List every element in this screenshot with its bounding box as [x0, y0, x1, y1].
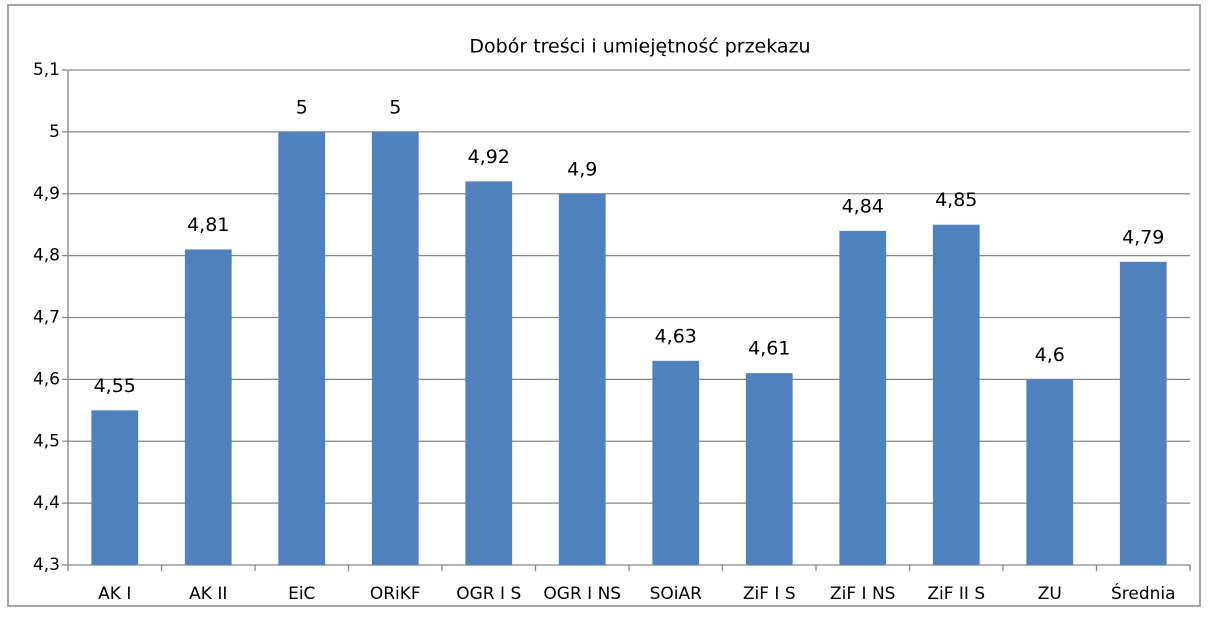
- bar: [839, 230, 887, 565]
- x-tick-label: ZiF I S: [743, 584, 796, 604]
- y-tick-label: 4,5: [33, 431, 60, 451]
- bar: [932, 224, 980, 565]
- bar: [278, 131, 326, 565]
- y-tick-label: 5,1: [33, 60, 60, 80]
- x-tick-label: AK I: [98, 584, 131, 604]
- bar: [1119, 261, 1167, 565]
- x-tick-label: EiC: [288, 584, 315, 604]
- bar: [745, 373, 793, 565]
- x-tick-label: AK II: [189, 584, 227, 604]
- y-tick-label: 4,6: [33, 369, 60, 389]
- y-tick-label: 5: [49, 122, 60, 142]
- data-label: 4,9: [567, 158, 597, 180]
- data-label: 4,79: [1122, 226, 1164, 248]
- data-label: 4,63: [655, 325, 697, 347]
- data-label: 5: [389, 96, 401, 118]
- bar: [558, 193, 606, 565]
- x-tick-label: OGR I S: [456, 584, 521, 604]
- chart-title: Dobór treści i umiejętność przekazu: [469, 36, 810, 58]
- data-label: 4,81: [187, 214, 229, 236]
- bar: [1026, 379, 1074, 565]
- y-tick-label: 4,4: [33, 493, 60, 513]
- x-tick-label: ZiF II S: [927, 584, 985, 604]
- y-tick-label: 4,7: [33, 308, 60, 328]
- y-tick-label: 4,9: [33, 184, 60, 204]
- x-tick-label: ORiKF: [370, 584, 421, 604]
- bar: [184, 249, 232, 565]
- bar: [652, 360, 700, 565]
- data-label: 4,55: [94, 375, 136, 397]
- y-tick-label: 4,3: [33, 555, 60, 575]
- data-label: 5: [296, 96, 308, 118]
- x-tick-label: OGR I NS: [543, 584, 621, 604]
- data-label: 4,84: [842, 195, 884, 217]
- data-label: 4,85: [935, 189, 977, 211]
- y-tick-label: 4,8: [33, 246, 60, 266]
- bar: [465, 181, 513, 565]
- x-tick-label: Średnia: [1111, 582, 1176, 604]
- x-tick-label: ZiF I NS: [830, 584, 895, 604]
- bar: [91, 410, 139, 565]
- bar: [371, 131, 419, 565]
- data-label: 4,6: [1035, 344, 1065, 366]
- data-label: 4,92: [468, 146, 510, 168]
- data-label: 4,61: [748, 338, 790, 360]
- x-tick-label: ZU: [1038, 584, 1062, 604]
- x-tick-label: SOiAR: [650, 584, 703, 604]
